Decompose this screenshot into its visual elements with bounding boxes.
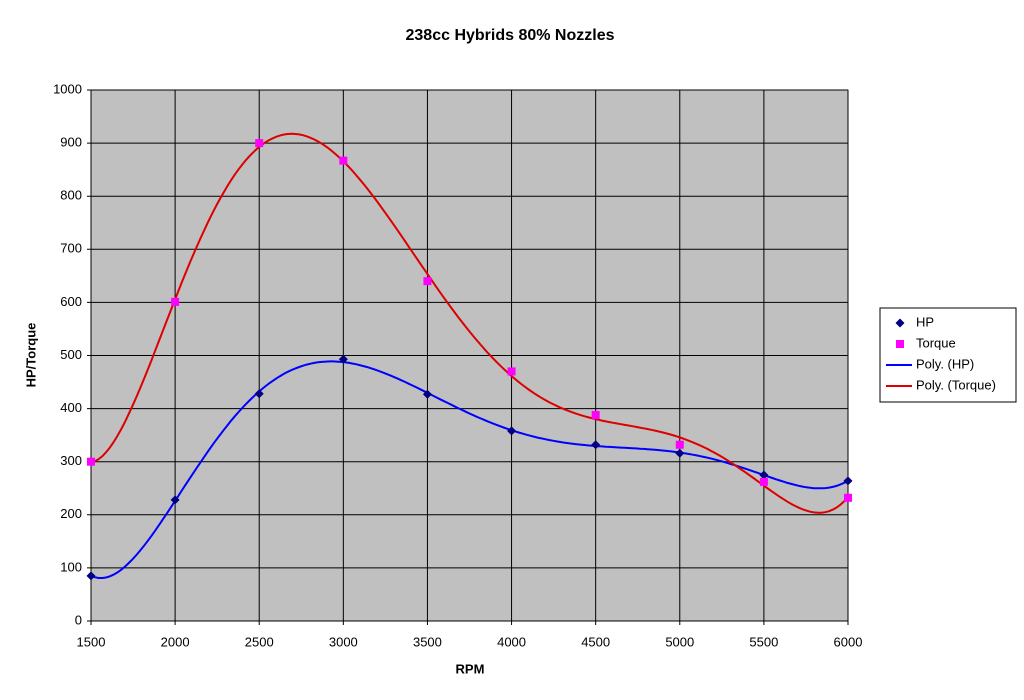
legend-label: Torque bbox=[916, 335, 956, 350]
point bbox=[339, 156, 348, 165]
x-tick-label: 5500 bbox=[749, 634, 778, 649]
point bbox=[507, 367, 516, 376]
point bbox=[171, 297, 180, 306]
y-tick-label: 500 bbox=[60, 347, 82, 362]
point bbox=[338, 354, 348, 364]
x-axis-title: RPM bbox=[456, 661, 485, 676]
x-tick-label: 4000 bbox=[497, 634, 526, 649]
point bbox=[675, 440, 684, 449]
y-tick-label: 200 bbox=[60, 506, 82, 521]
x-tick-label: 4500 bbox=[581, 634, 610, 649]
x-tick-label: 6000 bbox=[834, 634, 863, 649]
point bbox=[844, 493, 852, 502]
trendline bbox=[90, 360, 849, 579]
trendline bbox=[90, 132, 849, 514]
legend-label: HP bbox=[916, 314, 934, 329]
y-tick-label: 300 bbox=[60, 453, 82, 468]
y-tick-label: 900 bbox=[60, 135, 82, 150]
point bbox=[254, 389, 264, 399]
x-tick-label: 1500 bbox=[77, 634, 106, 649]
point bbox=[759, 470, 769, 480]
point bbox=[675, 448, 685, 458]
y-tick-label: 400 bbox=[60, 400, 82, 415]
x-tick-label: 3000 bbox=[329, 634, 358, 649]
point bbox=[87, 457, 95, 466]
point bbox=[86, 571, 96, 581]
y-tick-label: 1000 bbox=[53, 81, 82, 96]
point bbox=[591, 440, 601, 450]
point bbox=[759, 477, 768, 486]
point bbox=[255, 139, 264, 148]
x-tick-label: 3500 bbox=[413, 634, 442, 649]
point bbox=[507, 426, 517, 436]
point bbox=[423, 277, 432, 286]
legend-label: Poly. (Torque) bbox=[916, 377, 996, 392]
y-tick-label: 600 bbox=[60, 294, 82, 309]
y-tick-label: 100 bbox=[60, 559, 82, 574]
legend-marker bbox=[895, 318, 905, 328]
point bbox=[591, 410, 600, 419]
point bbox=[170, 495, 180, 505]
x-tick-label: 2500 bbox=[245, 634, 274, 649]
legend-label: Poly. (HP) bbox=[916, 356, 974, 371]
point bbox=[843, 476, 853, 486]
y-axis-title: HP/Torque bbox=[23, 323, 38, 388]
legend-marker bbox=[896, 340, 904, 348]
x-tick-label: 5000 bbox=[665, 634, 694, 649]
y-tick-label: 0 bbox=[75, 612, 82, 627]
y-tick-label: 700 bbox=[60, 241, 82, 256]
x-tick-label: 2000 bbox=[161, 634, 190, 649]
chart-title: 238cc Hybrids 80% Nozzles bbox=[406, 27, 615, 44]
y-tick-label: 800 bbox=[60, 188, 82, 203]
point bbox=[422, 389, 432, 399]
